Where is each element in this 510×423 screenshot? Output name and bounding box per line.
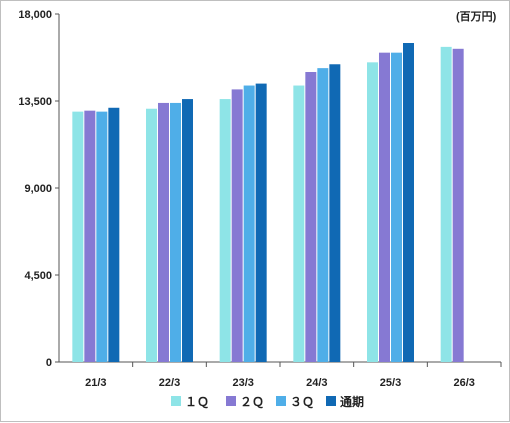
bar [440,46,452,362]
y-tick-label: 0 [46,357,52,369]
legend: １Ｑ ２Ｑ ３Ｑ 通期 [171,394,364,409]
legend-swatch [326,396,336,406]
y-tick-label: 13,500 [18,96,52,108]
bar [72,111,84,362]
bar [329,64,341,362]
legend-swatch [226,396,236,406]
bar [391,52,402,363]
x-tick-label: 24/3 [306,377,327,389]
x-tick-label: 21/3 [85,377,106,389]
bar [243,85,255,363]
legend-swatch [276,396,286,406]
legend-label: ２Ｑ [240,395,264,409]
bar [96,111,108,362]
bar [158,102,169,362]
bar [367,62,378,362]
y-tick-label: 4,500 [24,270,52,282]
bars [72,43,464,363]
bar [255,83,267,362]
bar [84,110,96,363]
legend-label: 通期 [340,394,364,409]
axes [55,13,502,367]
x-tick-label: 22/3 [159,377,180,389]
x-tick-label: 25/3 [380,377,401,389]
bar [379,52,390,363]
bar [317,68,329,362]
bar [108,107,120,363]
legend-swatch [171,396,181,406]
bar [293,85,305,363]
labels: 0 4,500 9,000 13,500 18,000 21/3 22/3 23/3 24/3 2… [18,9,475,389]
y-tick-label: 9,000 [24,183,52,195]
unit-label: (百万円) [456,10,497,23]
bar [170,102,181,362]
x-tick-label: 26/3 [453,377,474,389]
legend-label: １Ｑ [185,395,209,409]
bar [219,99,231,363]
bar [182,99,193,363]
bar [403,43,414,362]
bar [452,48,464,363]
x-tick-label: 23/3 [232,377,253,389]
bar [146,108,157,362]
legend-label: ３Ｑ [290,395,314,409]
bar [231,89,243,363]
y-tick-label: 18,000 [18,9,52,21]
bar [305,72,317,362]
